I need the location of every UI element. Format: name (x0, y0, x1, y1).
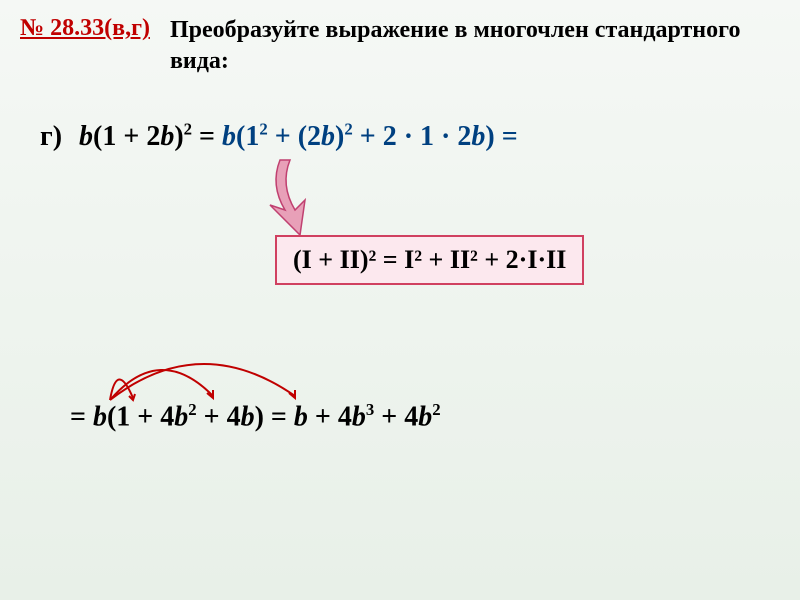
left-expression: b(1 + 2b)2 = (79, 121, 222, 152)
equation-line-1: г) b(1 + 2b)2 = b(12 + (2b)2 + 2 · 1 · 2… (40, 120, 518, 153)
formula-box: (I + II)² = I² + II² + 2·I·II (275, 235, 584, 285)
equation-line-2: = b(1 + 4b2 + 4b) = b + 4b3 + 4b2 (70, 400, 441, 433)
exercise-number: № 28.33(в,г) (20, 15, 150, 42)
distribution-arcs-icon (85, 350, 385, 405)
task-description: Преобразуйте выражение в многочлен станд… (170, 15, 780, 77)
arrow-down-icon (250, 155, 370, 245)
right-expansion: b(12 + (2b)2 + 2 · 1 · 2b) = (222, 121, 518, 152)
item-label: г) (40, 121, 62, 152)
formula-text: (I + II)² = I² + II² + 2·I·II (293, 245, 566, 274)
